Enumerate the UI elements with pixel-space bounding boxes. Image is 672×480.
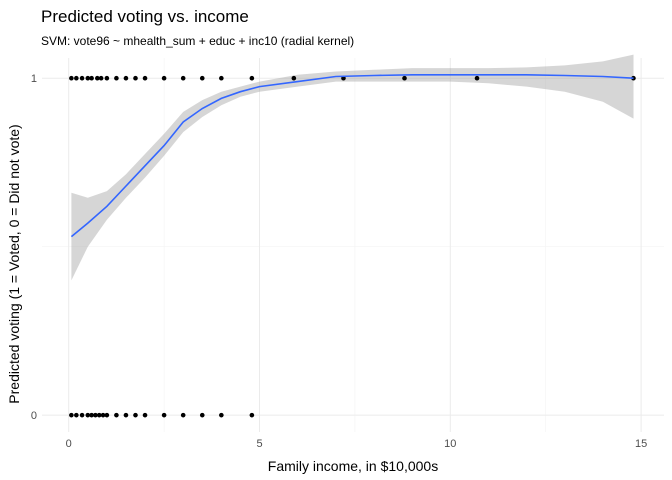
data-point: [114, 412, 119, 418]
data-point: [100, 412, 106, 418]
data-point: [199, 75, 205, 81]
data-point: [89, 75, 94, 81]
data-point: [98, 75, 104, 81]
data-point: [161, 412, 167, 418]
data-points: [69, 75, 636, 418]
data-point: [85, 75, 91, 81]
y-axis-ticks: 01: [31, 73, 37, 422]
x-tick-label: 0: [66, 438, 72, 450]
data-point: [291, 75, 297, 81]
x-axis-label: Family income, in $10,000s: [268, 458, 438, 474]
data-point: [474, 75, 480, 81]
data-point: [123, 412, 129, 418]
x-tick-label: 10: [444, 438, 456, 450]
data-point: [402, 75, 407, 81]
data-point: [79, 412, 85, 418]
y-tick-label: 0: [31, 410, 37, 422]
chart-title: Predicted voting vs. income: [41, 7, 249, 26]
data-point: [79, 75, 85, 81]
data-point: [69, 75, 74, 81]
data-point: [142, 412, 148, 418]
data-point: [74, 412, 79, 418]
smooth-line: [70, 74, 634, 238]
data-point: [123, 75, 129, 81]
data-point: [89, 412, 94, 418]
data-point: [199, 412, 205, 418]
chart-subtitle: SVM: vote96 ~ mhealth_sum + educ + inc10…: [41, 34, 354, 48]
data-point: [95, 75, 100, 81]
data-point: [74, 75, 79, 81]
confidence-ribbon: [71, 54, 634, 281]
data-point: [219, 412, 224, 418]
data-point: [249, 75, 255, 81]
data-point: [104, 412, 110, 418]
plot-panel: [42, 54, 664, 432]
data-point: [161, 75, 167, 81]
x-tick-label: 15: [635, 438, 647, 450]
data-point: [69, 412, 74, 418]
data-point: [180, 75, 186, 81]
data-point: [96, 412, 102, 418]
x-tick-label: 5: [256, 438, 262, 450]
x-axis-ticks: 0 5 10 15: [66, 438, 648, 450]
data-point: [85, 412, 91, 418]
data-point: [133, 412, 138, 418]
data-point: [249, 412, 255, 418]
data-point: [93, 412, 98, 418]
data-point: [114, 75, 119, 81]
data-point: [104, 75, 110, 81]
y-axis-label: Predicted voting (1 = Voted, 0 = Did not…: [6, 124, 22, 403]
data-point: [142, 75, 148, 81]
grid: [42, 58, 664, 432]
data-point: [180, 412, 186, 418]
data-point: [219, 75, 224, 81]
data-point: [133, 75, 138, 81]
y-tick-label: 1: [31, 73, 37, 85]
